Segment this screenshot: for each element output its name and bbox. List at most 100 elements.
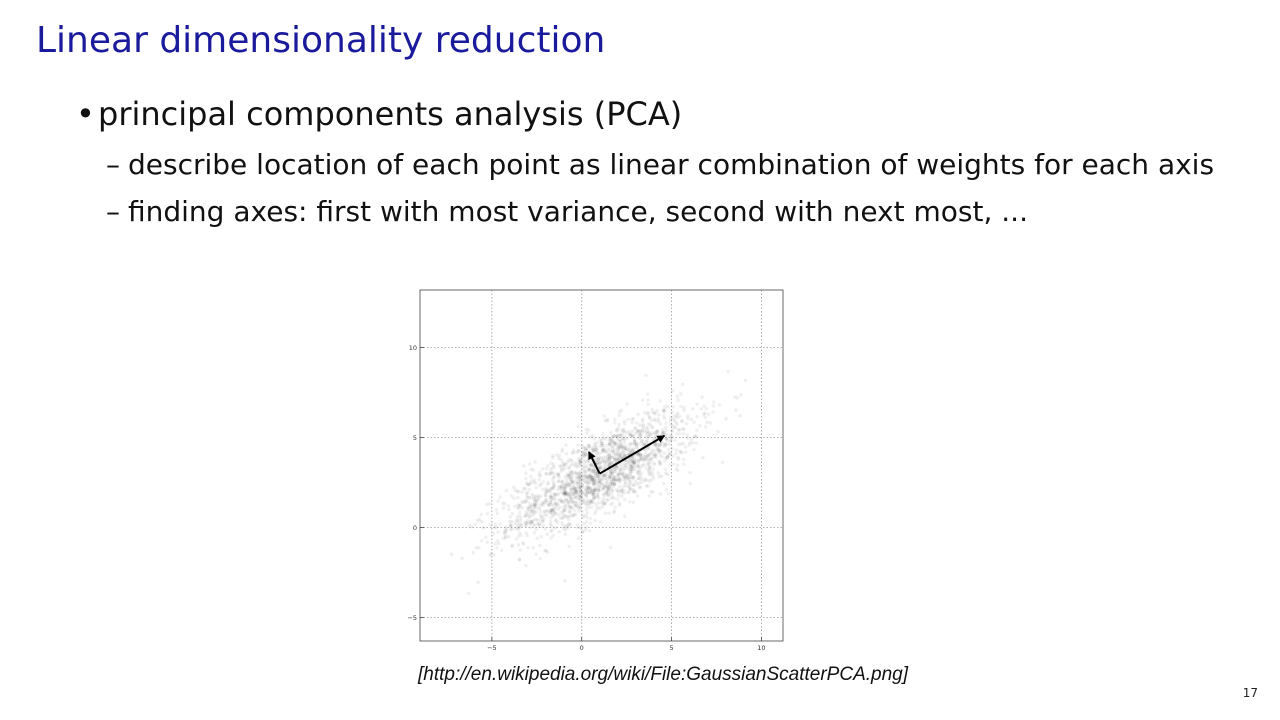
scatter-point [567,474,572,479]
scatter-point [598,478,603,483]
scatter-point [544,494,548,498]
scatter-point [618,470,623,475]
scatter-point [648,432,653,437]
scatter-point [550,508,555,513]
scatter-point [554,501,559,506]
scatter-point [632,483,636,488]
scatter-point [622,445,626,450]
scatter-point [580,455,585,459]
scatter-point [611,438,615,443]
scatter-point [580,474,585,478]
scatter-point [515,506,520,510]
scatter-point [589,445,593,450]
scatter-point [504,525,508,529]
scatter-point [635,494,640,498]
scatter-point [601,473,606,478]
scatter-point [577,475,581,480]
scatter-point [567,481,571,486]
scatter-point [613,434,617,438]
scatter-point [609,438,613,442]
scatter-point [658,453,663,458]
scatter-point [584,503,589,508]
scatter-point [620,494,624,499]
scatter-point [646,410,651,415]
scatter-point [689,437,694,442]
scatter-point [523,513,528,518]
scatter-point [528,501,532,506]
scatter-point [510,543,515,548]
scatter-point [591,492,595,497]
scatter-point [638,485,643,490]
scatter-point [630,457,635,462]
scatter-point [622,429,626,434]
scatter-point [678,449,682,453]
scatter-point [612,442,616,447]
scatter-point [675,422,679,427]
scatter-point [639,439,644,444]
scatter-point [613,505,617,509]
scatter-point [568,493,573,497]
scatter-point [517,558,522,562]
scatter-point [692,435,697,439]
scatter-point [599,482,604,487]
scatter-point [652,417,657,421]
scatter-point [551,466,555,470]
scatter-point [582,461,587,465]
principal-axis-arrow-1 [599,434,666,475]
scatter-point [647,415,652,419]
scatter-point [532,508,536,513]
scatter-point [558,516,563,520]
scatter-point [586,481,591,485]
scatter-point [613,434,617,438]
scatter-point [617,480,622,485]
scatter-point [685,433,689,437]
scatter-point [532,499,537,504]
scatter-point [648,456,653,461]
scatter-point [639,480,643,484]
scatter-point [591,445,596,449]
scatter-point [510,544,514,549]
scatter-point [549,524,554,528]
scatter-point [571,479,575,484]
scatter-point [502,529,507,534]
scatter-point [562,491,566,495]
scatter-point [560,479,564,483]
scatter-point [579,473,583,478]
bullet-text: principal components analysis (PCA) [98,95,683,133]
scatter-point [689,417,694,422]
scatter-point [584,492,588,497]
scatter-point [536,493,540,498]
scatter-point [563,492,567,496]
scatter-point [612,459,617,464]
scatter-point [666,454,670,458]
scatter-point [663,456,668,460]
scatter-point [560,447,565,452]
scatter-point [481,525,486,530]
scatter-point [563,503,568,508]
scatter-point [593,487,597,492]
scatter-point [616,493,621,497]
scatter-point [561,484,565,488]
scatter-point [636,453,641,457]
scatter-point [569,498,573,503]
scatter-point [592,488,597,493]
scatter-point [588,485,592,490]
scatter-point [606,486,611,491]
scatter-point [578,506,583,510]
scatter-point [553,497,557,502]
scatter-point [610,445,614,450]
scatter-point [616,452,620,456]
scatter-point [587,490,592,494]
scatter-point [670,423,675,428]
scatter-point [545,550,550,554]
scatter-point [628,459,633,464]
scatter-point [607,511,611,515]
scatter-point [588,521,593,526]
scatter-point [601,458,605,462]
scatter-point [599,441,604,445]
scatter-point [527,522,532,526]
scatter-point [663,404,667,409]
scatter-point [581,515,586,520]
scatter-point [608,431,613,435]
scatter-point [548,508,552,513]
